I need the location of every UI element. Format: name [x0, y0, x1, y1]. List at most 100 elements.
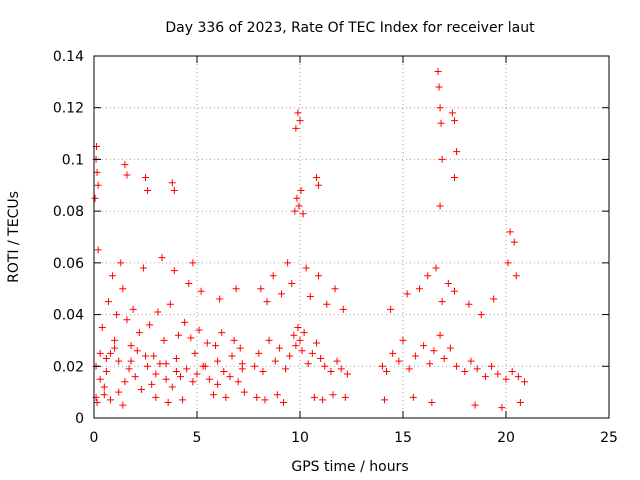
data-point	[424, 272, 432, 280]
data-point	[170, 267, 178, 275]
data-point	[172, 367, 180, 375]
data-point	[304, 360, 312, 368]
data-point	[115, 388, 123, 396]
data-point	[290, 331, 298, 339]
data-point	[106, 396, 114, 404]
y-tick-label: 0.04	[53, 308, 84, 324]
data-point	[214, 357, 222, 365]
data-point	[327, 367, 335, 375]
data-point	[521, 378, 529, 386]
data-point	[339, 305, 347, 313]
y-tick-label: 0.12	[53, 101, 84, 117]
data-point	[436, 331, 444, 339]
data-point	[298, 347, 306, 355]
x-tick-label: 0	[90, 430, 99, 446]
y-tick-label: 0.08	[53, 204, 84, 220]
data-point	[510, 238, 518, 246]
y-tick-label: 0.06	[53, 256, 84, 272]
data-point	[129, 305, 137, 313]
data-point	[240, 388, 248, 396]
data-point	[125, 365, 133, 373]
data-point	[312, 174, 320, 182]
data-point	[201, 362, 209, 370]
data-point	[269, 272, 277, 280]
axis-ticks	[93, 55, 610, 419]
data-point	[516, 398, 524, 406]
data-point	[498, 404, 506, 412]
data-point	[461, 367, 469, 375]
data-point	[123, 171, 131, 179]
data-point	[172, 355, 180, 363]
data-point	[294, 324, 302, 331]
data-point	[104, 298, 112, 306]
y-tick-label: 0.02	[53, 359, 84, 375]
data-point	[98, 324, 106, 331]
data-point	[331, 285, 339, 293]
data-point	[291, 207, 299, 215]
data-point	[277, 290, 285, 298]
data-point	[444, 280, 452, 288]
data-point	[96, 349, 104, 357]
data-point	[220, 367, 228, 375]
data-point	[428, 398, 436, 406]
data-point	[160, 336, 168, 344]
data-point	[343, 370, 351, 378]
data-point	[191, 349, 199, 357]
data-point	[409, 393, 417, 401]
plot-frame	[93, 55, 610, 419]
data-point	[205, 375, 213, 383]
data-point	[177, 373, 185, 381]
data-point	[399, 336, 407, 344]
data-point	[117, 259, 125, 267]
data-point	[308, 349, 316, 357]
data-point	[181, 318, 189, 326]
data-point	[337, 365, 345, 373]
data-point	[253, 393, 261, 401]
data-point	[238, 360, 246, 368]
data-point	[236, 344, 244, 352]
data-point	[162, 360, 170, 368]
data-point	[467, 357, 475, 365]
data-point	[212, 342, 220, 350]
x-tick-label: 15	[394, 430, 412, 446]
data-point	[451, 117, 458, 125]
data-point	[288, 280, 296, 288]
data-point	[185, 280, 193, 288]
data-point	[426, 360, 434, 368]
data-point	[152, 370, 160, 378]
data-point	[432, 264, 440, 272]
data-point	[405, 365, 413, 373]
data-point	[189, 378, 197, 386]
data-point	[203, 339, 211, 347]
grid-lines	[94, 56, 609, 418]
y-tick-label: 0	[75, 411, 84, 427]
data-point	[306, 292, 314, 300]
data-point	[263, 298, 271, 306]
data-point	[473, 365, 481, 373]
data-point	[93, 168, 101, 176]
data-point	[119, 285, 127, 293]
data-point	[435, 83, 443, 91]
data-point	[152, 393, 160, 401]
data-point	[216, 295, 224, 303]
data-point	[282, 365, 290, 373]
data-point	[275, 344, 283, 352]
data-point	[183, 365, 191, 373]
data-points	[91, 68, 529, 412]
data-point	[119, 401, 127, 409]
data-point	[137, 386, 145, 394]
data-point	[195, 326, 203, 334]
data-point	[228, 352, 236, 360]
data-point	[102, 367, 110, 375]
data-point	[295, 202, 303, 210]
data-point	[261, 396, 269, 404]
data-point	[170, 186, 178, 194]
data-point	[133, 347, 141, 355]
y-tick-labels: 0 0.02 0.04 0.06 0.08 0.1 0.12 0.14	[53, 49, 84, 427]
data-point	[135, 329, 143, 337]
data-point	[296, 117, 304, 125]
data-point	[106, 349, 114, 357]
data-point	[255, 349, 263, 357]
data-point	[488, 362, 496, 370]
data-point	[387, 305, 395, 313]
